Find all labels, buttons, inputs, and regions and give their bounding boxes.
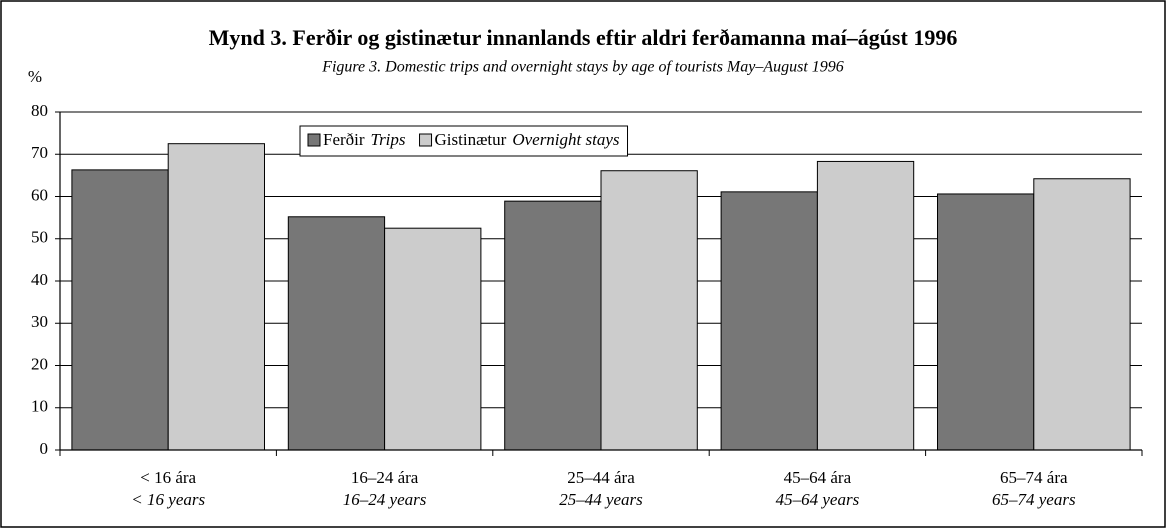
y-axis-label: %: [28, 67, 42, 86]
y-tick-label: 40: [31, 270, 48, 289]
bar: [600, 170, 698, 451]
y-tick-label: 30: [31, 312, 48, 331]
x-tick-label-en: 16–24 years: [343, 490, 427, 509]
y-tick-label: 20: [31, 354, 48, 373]
bar: [167, 143, 265, 451]
bar: [720, 191, 818, 451]
chart-title: Mynd 3. Ferðir og gistinætur innanlands …: [209, 25, 958, 50]
x-tick-label-en: 45–64 years: [776, 490, 860, 509]
y-tick-label: 10: [31, 397, 48, 416]
y-tick-label: 0: [40, 439, 49, 458]
legend-swatch: [419, 133, 433, 147]
x-tick-label: 65–74 ára: [1000, 468, 1068, 487]
legend-box: [299, 125, 629, 157]
bar: [71, 169, 169, 451]
x-tick-label: < 16 ára: [140, 468, 196, 487]
x-tick-label: 45–64 ára: [784, 468, 852, 487]
legend-label: Gistinætur: [435, 130, 507, 149]
bar: [287, 216, 386, 451]
chart-subtitle: Figure 3. Domestic trips and overnight s…: [321, 59, 844, 76]
legend-label-en: Overnight stays: [512, 130, 620, 149]
bar: [504, 200, 602, 451]
legend: Ferðir Trips Gistinætur Overnight stays: [299, 125, 629, 157]
y-tick-label: 50: [31, 228, 48, 247]
bar: [384, 227, 482, 451]
bar: [816, 160, 915, 451]
y-tick-label: 60: [31, 185, 48, 204]
legend-swatch: [307, 133, 321, 147]
y-tick-label: 70: [31, 143, 48, 162]
x-tick-label: 25–44 ára: [567, 468, 635, 487]
x-tick-label-en: < 16 years: [131, 490, 205, 509]
x-tick-label: 16–24 ára: [351, 468, 419, 487]
x-tick-label-en: 25–44 years: [559, 490, 643, 509]
legend-label: Ferðir: [323, 130, 365, 149]
bar: [937, 193, 1035, 451]
legend-label-en: Trips: [371, 130, 406, 149]
bar: [1033, 178, 1131, 451]
y-tick-label: 80: [31, 101, 48, 120]
x-tick-label-en: 65–74 years: [992, 490, 1076, 509]
